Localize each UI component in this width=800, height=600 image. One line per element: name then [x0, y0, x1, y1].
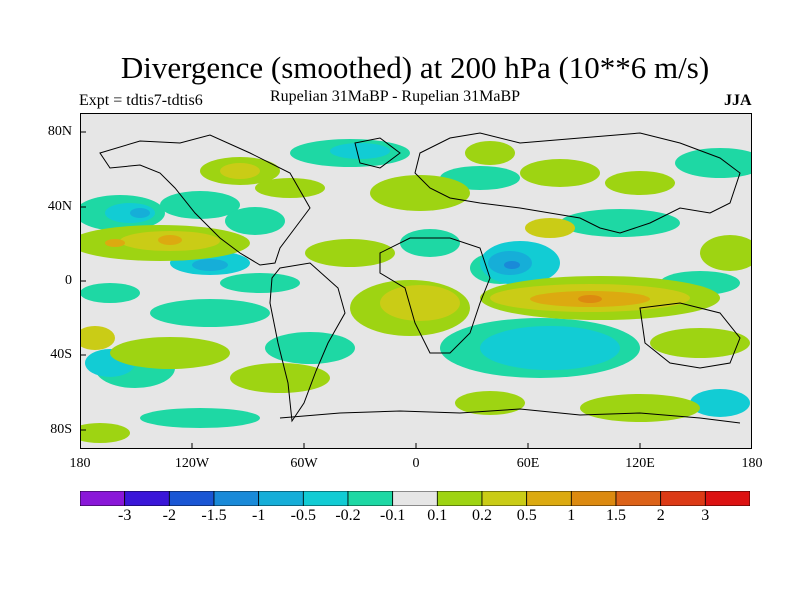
colorbar-label: -3 — [118, 507, 132, 524]
divergence-field — [80, 139, 752, 443]
colorbar-swatch — [526, 491, 572, 506]
colorbar-swatch — [124, 491, 170, 506]
lat-label-40s: 40S — [50, 347, 72, 362]
colorbar-label: -2 — [162, 507, 176, 524]
lat-label-80s: 80S — [50, 422, 72, 437]
period-subtitle: Rupelian 31MaBP - Rupelian 31MaBP — [270, 88, 521, 105]
colorbar-swatch — [213, 491, 260, 506]
colorbar-label: 0.5 — [516, 507, 537, 524]
colorbar-label: 0.1 — [427, 507, 448, 524]
colorbar-label: -0.5 — [290, 507, 316, 524]
colorbar-swatch — [436, 491, 483, 506]
colorbar-label: -1.5 — [201, 507, 227, 524]
colorbar-label: 2 — [656, 507, 665, 524]
colorbar-swatch — [168, 491, 215, 506]
colorbar-swatch — [481, 491, 528, 506]
lon-label-120w: 120W — [174, 456, 210, 471]
colorbar-label: -0.1 — [380, 507, 406, 524]
colorbar — [80, 491, 750, 506]
colorbar-swatch — [392, 491, 438, 506]
lat-label-80n: 80N — [47, 124, 72, 139]
colorbar-swatch — [258, 491, 304, 506]
chart-title: Divergence (smoothed) at 200 hPa (10**6 … — [120, 50, 710, 85]
colorbar-swatch — [347, 491, 394, 506]
lon-label-60e: 60E — [516, 456, 540, 471]
divergence-map — [80, 113, 752, 449]
lon-label-180w: 180 — [69, 456, 91, 471]
colorbar-label: 1.5 — [606, 507, 626, 524]
lat-label-40n: 40N — [47, 199, 72, 214]
colorbar-label: 1 — [567, 507, 576, 524]
continent-outlines — [99, 132, 741, 424]
colorbar-swatch — [80, 491, 126, 506]
colorbar-swatch — [615, 491, 662, 506]
colorbar-label: -0.2 — [335, 507, 361, 524]
colorbar-label: -1 — [252, 507, 266, 524]
lat-label-0: 0 — [65, 273, 72, 288]
colorbar-label: 0.2 — [472, 507, 492, 524]
colorbar-label: 3 — [701, 507, 710, 524]
experiment-label: Expt = tdtis7-tdtis6 — [79, 92, 203, 109]
lon-label-120e: 120E — [625, 456, 655, 471]
colorbar-swatch — [660, 491, 706, 506]
lon-label-60w: 60W — [290, 456, 318, 471]
lon-label-180e: 180 — [741, 456, 763, 471]
colorbar-swatch — [704, 491, 750, 506]
lon-label-0: 0 — [412, 456, 420, 471]
axis-ticks — [80, 131, 641, 449]
colorbar-swatch — [570, 491, 617, 506]
season-label: JJA — [724, 92, 752, 109]
colorbar-swatch — [302, 491, 349, 506]
